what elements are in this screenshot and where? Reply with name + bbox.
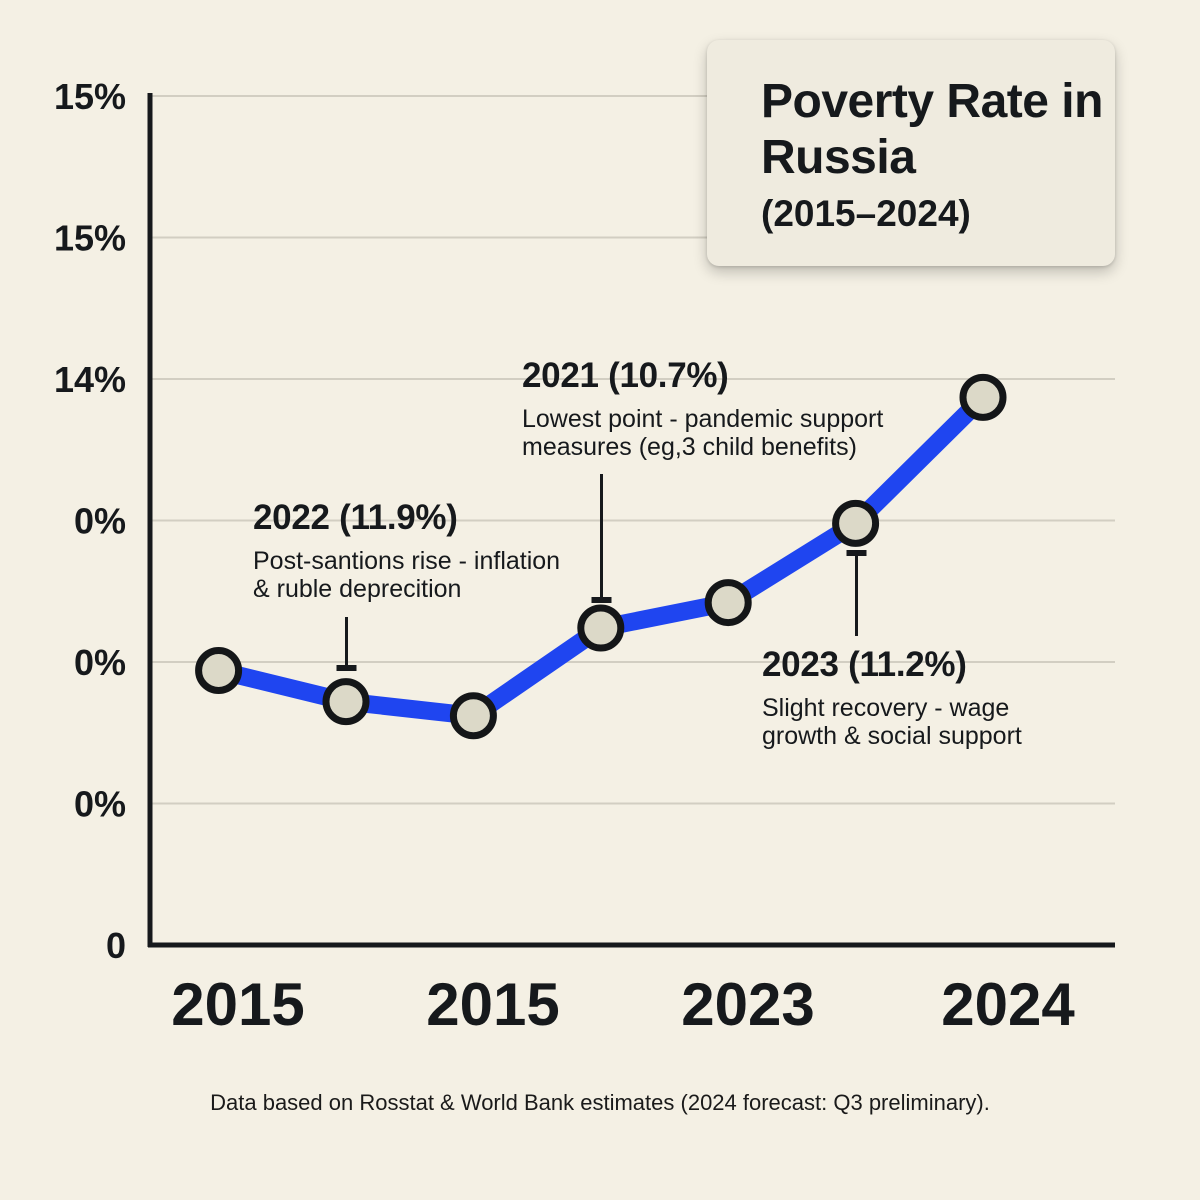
annotation-2023: 2023 (11.2%) Slight recovery - wage grow… <box>762 644 1022 750</box>
annotation-text: Lowest point - pandemic support measures… <box>522 405 883 461</box>
annotation-line: measures (eg,3 child benefits) <box>522 433 857 461</box>
y-tick-label: 0% <box>74 642 126 683</box>
annotation-line: & ruble deprecition <box>253 575 462 603</box>
x-tick-label: 2015 <box>171 971 304 1038</box>
chart-subtitle: (2015–2024) <box>761 193 971 234</box>
chart-footnote: Data based on Rosstat & World Bank estim… <box>210 1090 990 1115</box>
data-point <box>959 373 1007 421</box>
annotation-line: Lowest point - pandemic support <box>522 405 884 433</box>
title-box: Poverty Rate in Russia (2015–2024) <box>707 40 1115 266</box>
chart-title: Poverty Rate in Russia <box>761 75 1103 184</box>
annotation-line: growth & social support <box>762 722 1022 750</box>
y-tick-label: 0% <box>74 501 126 542</box>
y-tick-label: 14% <box>54 359 126 400</box>
data-point <box>449 692 497 740</box>
y-tick-label: 0 <box>106 925 126 966</box>
x-tick-label: 2024 <box>941 971 1075 1038</box>
data-point <box>322 678 370 726</box>
annotation-line: Post-santions rise - inflation <box>253 547 561 575</box>
annotation-text: Slight recovery - wage growth & social s… <box>762 694 1022 750</box>
y-tick-label: 15% <box>54 218 126 259</box>
annotation-line: Slight recovery - wage <box>762 694 1010 722</box>
annotation-2021: 2021 (10.7%) Lowest point - pandemic sup… <box>522 355 883 461</box>
annotation-heading: 2023 (11.2%) <box>762 645 967 684</box>
data-point <box>195 646 243 694</box>
annotation-text: Post-santions rise - inflation & ruble d… <box>253 547 560 603</box>
annotation-heading: 2022 (11.9%) <box>253 498 458 537</box>
data-point <box>577 604 625 652</box>
y-tick-label: 15% <box>54 76 126 117</box>
x-tick-label: 2023 <box>681 971 814 1038</box>
annotation-2022: 2022 (11.9%) Post-santions rise - inflat… <box>253 497 560 603</box>
data-point <box>832 499 880 547</box>
x-tick-label: 2015 <box>426 971 559 1038</box>
y-tick-label: 0% <box>74 784 126 825</box>
data-point <box>704 579 752 627</box>
annotation-heading: 2021 (10.7%) <box>522 356 729 395</box>
